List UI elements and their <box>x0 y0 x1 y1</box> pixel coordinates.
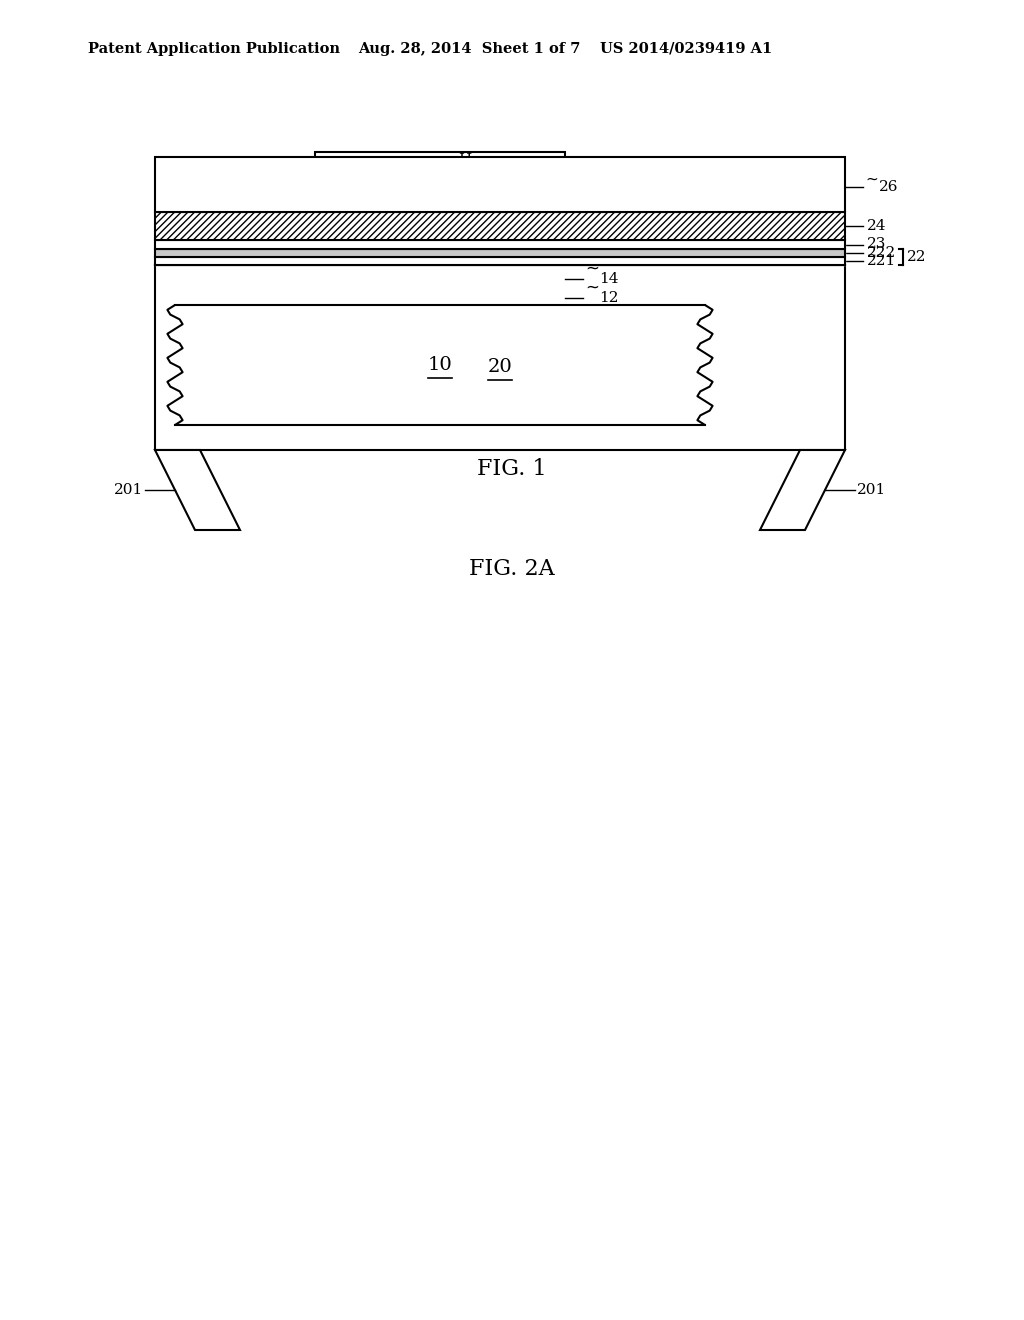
Text: FIG. 2A: FIG. 2A <box>469 558 555 579</box>
Polygon shape <box>155 249 845 257</box>
Text: 201: 201 <box>857 483 886 498</box>
Text: ~: ~ <box>585 260 599 279</box>
Text: ~: ~ <box>585 185 599 203</box>
Text: 222: 222 <box>867 246 896 260</box>
Polygon shape <box>155 157 845 213</box>
Text: H: H <box>459 166 472 181</box>
Text: 201: 201 <box>114 483 143 498</box>
Text: H: H <box>490 168 504 182</box>
Text: H: H <box>476 180 489 194</box>
Text: H: H <box>459 153 472 168</box>
Text: FIG. 1: FIG. 1 <box>477 458 547 480</box>
Bar <box>155 265 845 450</box>
Text: ~: ~ <box>865 172 878 186</box>
Bar <box>315 290 565 305</box>
Polygon shape <box>155 257 845 265</box>
Polygon shape <box>760 450 845 531</box>
Polygon shape <box>155 213 845 240</box>
Text: 20: 20 <box>487 358 512 376</box>
Text: H: H <box>383 168 396 182</box>
Text: H: H <box>436 187 450 202</box>
Text: 12: 12 <box>599 290 618 305</box>
Text: US 2014/0239419 A1: US 2014/0239419 A1 <box>600 42 772 55</box>
Text: 14: 14 <box>599 272 618 286</box>
Text: 26: 26 <box>879 181 898 194</box>
Text: 22: 22 <box>907 249 927 264</box>
Text: H: H <box>499 158 512 173</box>
Text: ~: ~ <box>585 279 599 297</box>
Text: H: H <box>468 187 481 202</box>
Text: Aug. 28, 2014  Sheet 1 of 7: Aug. 28, 2014 Sheet 1 of 7 <box>358 42 581 55</box>
Text: 221: 221 <box>867 253 896 268</box>
Bar <box>315 267 565 290</box>
Text: H: H <box>400 187 414 202</box>
Polygon shape <box>155 240 845 249</box>
Text: 10: 10 <box>428 356 453 374</box>
Text: H: H <box>506 176 519 190</box>
Text: H: H <box>411 178 424 193</box>
Bar <box>175 305 705 425</box>
Text: 24: 24 <box>867 219 887 234</box>
Text: Patent Application Publication: Patent Application Publication <box>88 42 340 55</box>
Bar <box>315 152 565 267</box>
Text: H: H <box>376 177 389 191</box>
Text: H: H <box>423 166 436 181</box>
Text: H: H <box>414 158 427 173</box>
Text: 23: 23 <box>867 238 887 252</box>
Text: H: H <box>443 176 457 189</box>
Polygon shape <box>155 450 240 531</box>
Text: 16: 16 <box>599 197 618 211</box>
